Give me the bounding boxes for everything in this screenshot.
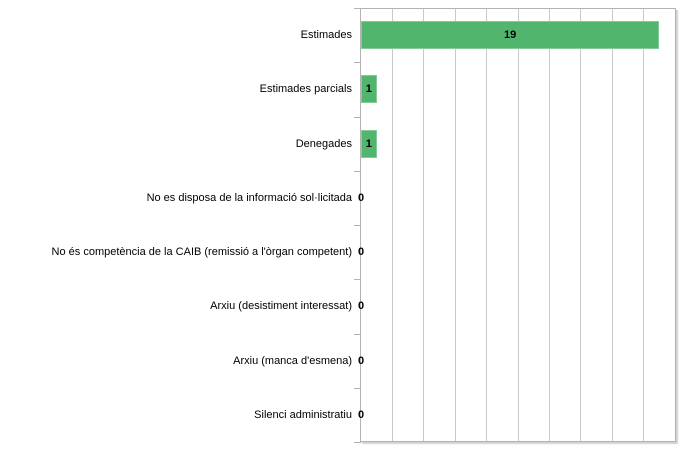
value-label: 1 [365, 83, 372, 96]
chart-row: Denegades 1 [0, 117, 676, 171]
gridline [486, 9, 488, 441]
category-label: Estimades parcials [259, 83, 352, 96]
gridline [391, 9, 393, 441]
axis-tick [354, 279, 361, 280]
axis-tick [354, 117, 361, 118]
category-label: No és competència de la CAIB (remissió a… [51, 246, 352, 259]
gridline [643, 9, 645, 441]
gridline [423, 9, 425, 441]
category-label: Silenci administratiu [254, 408, 352, 421]
gridline [580, 9, 582, 441]
bar-track: 0 [357, 171, 675, 225]
bar-track: 0 [357, 334, 675, 388]
chart-row: Arxiu (manca d'esmena) 0 [0, 334, 676, 388]
plot-area [360, 8, 676, 442]
chart-row: Estimades 19 [0, 8, 676, 62]
value-label: 0 [357, 408, 365, 421]
axis-tick [354, 334, 361, 335]
gridline [517, 9, 519, 441]
bar-track: 1 [361, 62, 675, 116]
category-label: Estimades [300, 29, 352, 42]
chart-rows: Estimades 19 Estimades parcials 1 Denegades 1… [0, 8, 676, 442]
axis-tick [354, 442, 361, 443]
chart-row: Arxiu (desistiment interessat) 0 [0, 279, 676, 333]
bar-track: 0 [357, 225, 675, 279]
bar-track: 0 [357, 388, 675, 442]
bar-track: 1 [361, 117, 675, 171]
value-label: 0 [357, 300, 365, 313]
chart-row: Estimades parcials 1 [0, 62, 676, 116]
bar: 19 [361, 21, 660, 50]
bar: 1 [361, 75, 377, 104]
value-label: 1 [365, 137, 372, 150]
axis-tick [354, 171, 361, 172]
gridline [611, 9, 613, 441]
value-label: 19 [504, 29, 517, 42]
category-label: Arxiu (manca d'esmena) [233, 354, 352, 367]
chart-row: No es disposa de la informació sol·licit… [0, 171, 676, 225]
bar-track: 0 [357, 279, 675, 333]
chart-row: Silenci administratiu 0 [0, 388, 676, 442]
bar-track: 19 [361, 8, 675, 62]
gridline [548, 9, 550, 441]
category-label: Arxiu (desistiment interessat) [210, 300, 352, 313]
value-label: 0 [357, 191, 365, 204]
axis-tick [354, 8, 361, 9]
value-label: 0 [357, 246, 365, 259]
category-label: Denegades [295, 137, 352, 150]
value-label: 0 [357, 354, 365, 367]
bar: 1 [361, 129, 377, 158]
axis-tick [354, 225, 361, 226]
axis-tick [354, 62, 361, 63]
axis-tick [354, 388, 361, 389]
gridline [454, 9, 456, 441]
chart-row: No és competència de la CAIB (remissió a… [0, 225, 676, 279]
category-label: No es disposa de la informació sol·licit… [146, 191, 352, 204]
